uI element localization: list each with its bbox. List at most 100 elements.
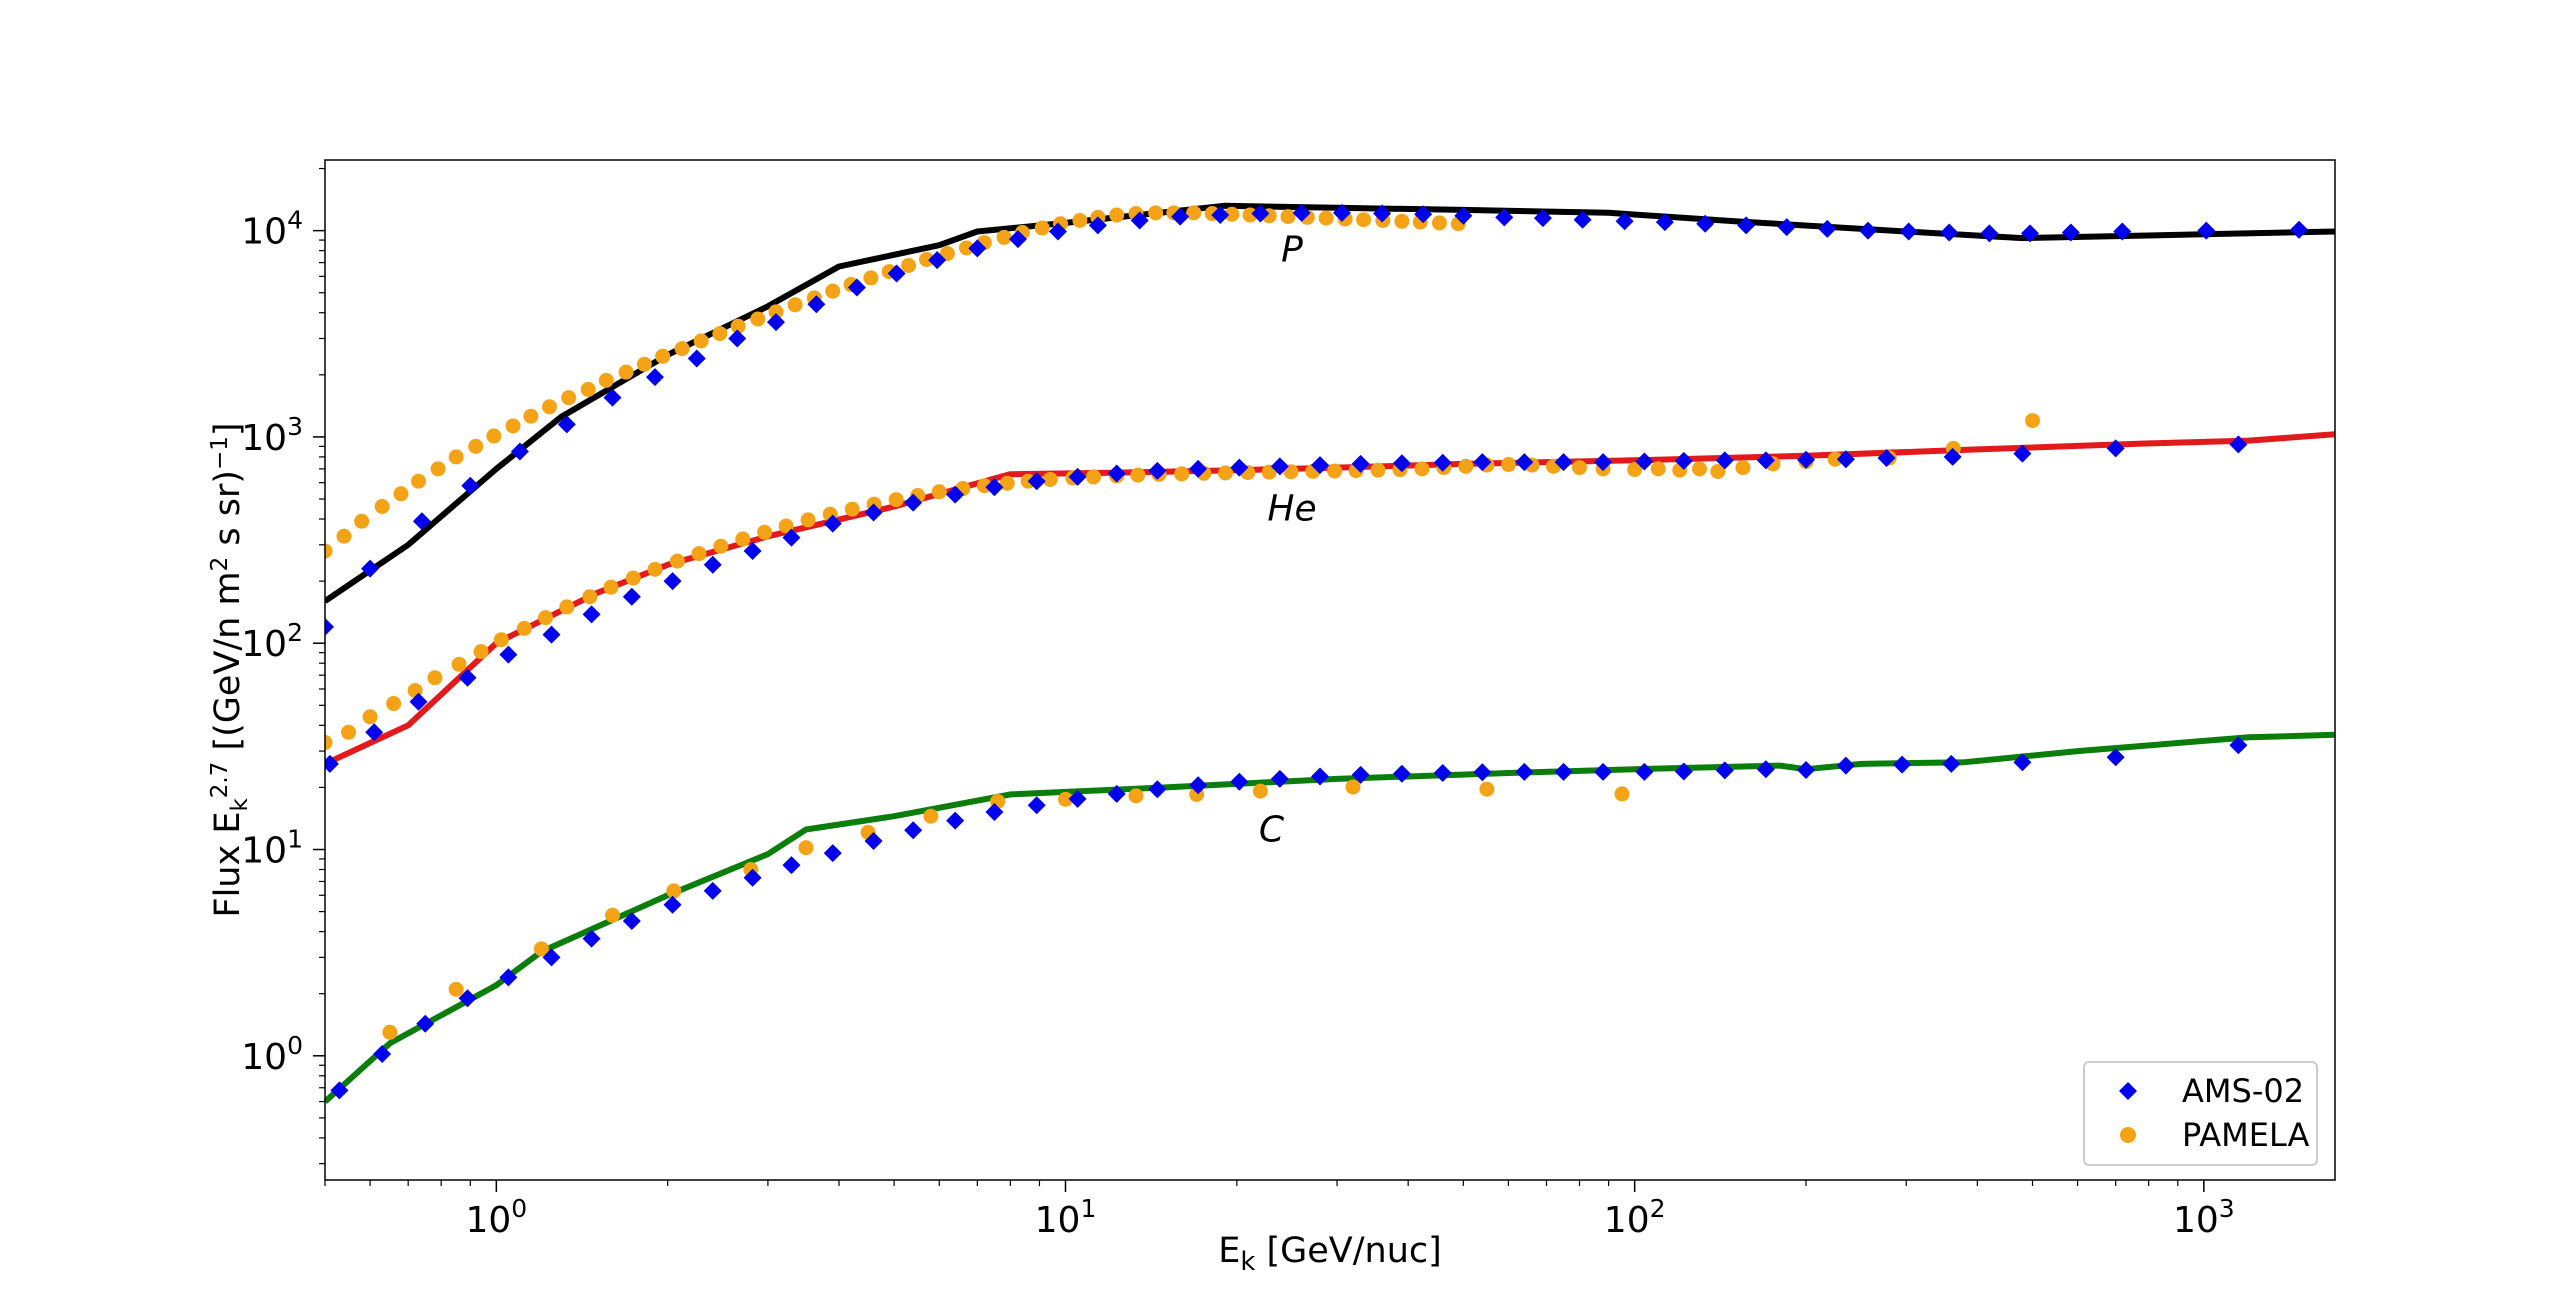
pamela-point (1370, 462, 1386, 478)
ams-02-point (1756, 451, 1775, 470)
ams-02-point (1211, 206, 1230, 225)
ams-02-point (2290, 220, 2309, 239)
ams-02-point (703, 881, 722, 900)
ams-02-point (1473, 763, 1492, 782)
pamela-point (800, 512, 816, 528)
pamela-point (1042, 471, 1058, 487)
pamela-point (778, 518, 794, 534)
pamela-point (787, 297, 803, 313)
ams-02-point (887, 264, 906, 283)
pamela-point (1224, 206, 1240, 222)
ams-02-point (1230, 772, 1249, 791)
ams-02-point (1554, 762, 1573, 781)
curve-label-p: P (1281, 230, 1303, 271)
ams-02-point (1068, 789, 1087, 808)
ams-02-point (703, 555, 722, 574)
curve-label-c: C (1259, 810, 1285, 851)
ams-02-point (1351, 765, 1370, 784)
pamela-point (888, 492, 904, 508)
pamela-point (923, 808, 939, 824)
pamela-point (605, 907, 621, 923)
pamela-point (750, 311, 766, 327)
ams-02-point (416, 1014, 435, 1033)
pamela-point (393, 486, 409, 502)
pamela-point (448, 981, 464, 997)
pamela-point (939, 246, 955, 262)
ams-02-point (2106, 439, 2125, 458)
pamela-point (757, 524, 773, 540)
pamela-point (1318, 210, 1334, 226)
pamela-point (1458, 458, 1474, 474)
ams-02-point (1818, 219, 1837, 238)
pamela-point (325, 735, 333, 751)
pamela-point (1627, 462, 1643, 478)
plot-frame (324, 159, 2336, 1181)
ams-02-point (409, 692, 428, 711)
legend-label-pamela: PAMELA (2182, 1116, 2310, 1154)
ams-02-point (1594, 762, 1613, 781)
ams-02-point (1048, 222, 1067, 241)
ams-02-point (985, 802, 1004, 821)
pamela-point (374, 498, 390, 514)
pamela-point (1327, 463, 1343, 479)
pamela-point (1072, 212, 1088, 228)
ams-02-point (1594, 453, 1613, 472)
ams-02-point (782, 528, 801, 547)
ams-02-point (582, 605, 601, 624)
ams-02-point (1696, 214, 1715, 233)
pamela-point (1614, 786, 1630, 802)
pamela-point (636, 356, 652, 372)
ams-02-point (542, 625, 561, 644)
pamela-point (336, 528, 352, 544)
x-tick-label: 101 (1035, 1194, 1097, 1241)
pamela-point (1414, 461, 1430, 477)
ams-02-point (1373, 204, 1392, 223)
pamela-point (603, 579, 619, 595)
ams-02-point (365, 723, 384, 742)
axis-ticks: 100 101 102 103 100 101 102 103 104 (241, 167, 2235, 1241)
ams-02-point (2229, 736, 2248, 755)
pamela-point (1148, 205, 1164, 221)
ams-02-point (823, 844, 842, 863)
ams-02-point (1130, 211, 1149, 230)
ams-02-point (1107, 464, 1126, 483)
ams-02-point (461, 476, 480, 495)
pamela-point (382, 1024, 398, 1040)
ams-02-point (1573, 210, 1592, 229)
ams-02-point (2197, 221, 2216, 240)
ams-02-point (1270, 769, 1289, 788)
y-tick-label: 103 (241, 412, 303, 459)
ams-02-point (2061, 223, 2080, 242)
pamela-point (523, 408, 539, 424)
ams-02-point (557, 415, 576, 434)
ams-02-point (622, 912, 641, 931)
ams-02-point (2113, 222, 2132, 241)
ams-02-point (1311, 767, 1330, 786)
ams-02-point (1068, 467, 1087, 486)
ams-02-point (1635, 452, 1654, 471)
data-points (325, 203, 2309, 1100)
y-tick-label: 101 (241, 825, 303, 872)
ams-02-point (904, 493, 923, 512)
ams-02-point (1088, 216, 1107, 235)
ams-02-point (510, 442, 529, 461)
pamela-point (1500, 457, 1516, 473)
ams-02-point (2021, 224, 2040, 243)
pamela-point (669, 553, 685, 569)
pamela-point (1086, 469, 1102, 485)
ams-02-point (1737, 216, 1756, 235)
pamela-point (713, 538, 729, 554)
ams-02-point (373, 1045, 392, 1064)
ams-02-point (1797, 450, 1816, 469)
ams-02-point (645, 368, 664, 387)
ams-02-point (1171, 207, 1190, 226)
pamela-point (655, 348, 671, 364)
pamela-point (735, 531, 751, 547)
pamela-point (798, 840, 814, 856)
ams-02-point (1858, 221, 1877, 240)
ams-02-point (1148, 461, 1167, 480)
pamela-point (468, 438, 484, 454)
ams-02-point (1554, 453, 1573, 472)
model-curve-he (325, 431, 2335, 767)
